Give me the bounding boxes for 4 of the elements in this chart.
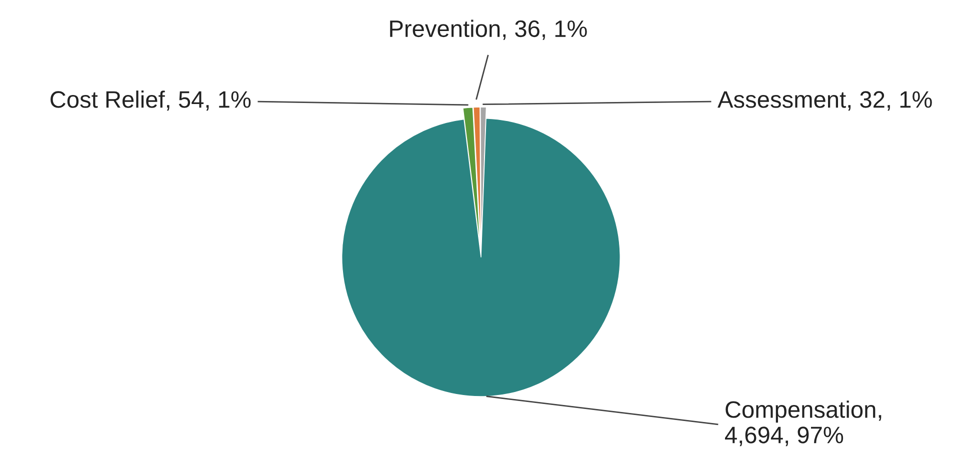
slice-label: Assessment, 32, 1% — [718, 91, 932, 111]
slice-label: Compensation, 4,694, 97% — [725, 400, 882, 446]
slice-label: Cost Relief, 54, 1% — [50, 90, 251, 111]
slice-label: Prevention, 36, 1% — [390, 20, 587, 40]
